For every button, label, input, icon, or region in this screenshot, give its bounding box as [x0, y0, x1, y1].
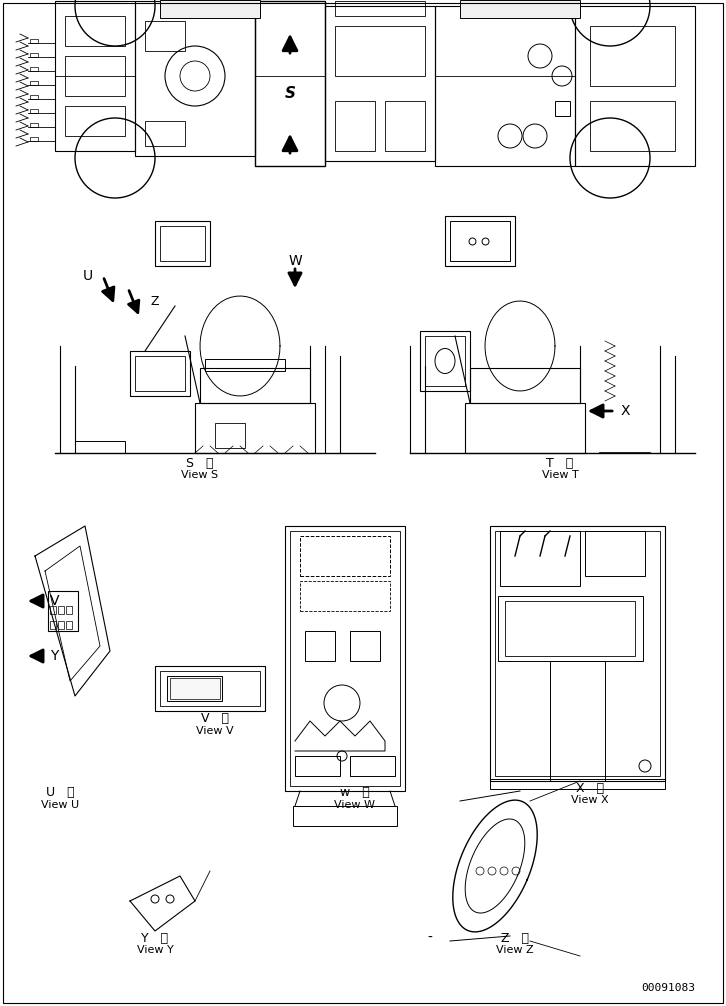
- Bar: [575, 6, 695, 166]
- Bar: [135, 356, 185, 391]
- Text: View T: View T: [542, 470, 579, 480]
- Bar: [195, 403, 315, 453]
- Bar: [155, 666, 265, 711]
- Bar: [290, 531, 400, 786]
- Bar: [30, 123, 38, 127]
- Bar: [200, 368, 310, 403]
- Bar: [500, 531, 580, 586]
- Bar: [425, 336, 465, 386]
- Bar: [55, 1, 135, 151]
- Text: T   視: T 視: [547, 457, 574, 470]
- Text: View Z: View Z: [496, 945, 534, 955]
- Bar: [75, 441, 125, 453]
- Bar: [65, 16, 125, 46]
- Bar: [285, 526, 405, 791]
- Text: Z   視: Z 視: [501, 932, 529, 945]
- Text: U: U: [83, 269, 93, 283]
- Bar: [505, 601, 635, 656]
- Text: View Y: View Y: [136, 945, 174, 955]
- Text: View V: View V: [196, 726, 234, 736]
- Bar: [590, 101, 675, 151]
- Bar: [335, 101, 375, 151]
- Bar: [460, 0, 580, 18]
- Bar: [350, 756, 395, 776]
- Bar: [300, 536, 390, 576]
- Text: S: S: [285, 86, 295, 101]
- Bar: [65, 106, 125, 136]
- Text: V   視: V 視: [201, 712, 229, 725]
- Bar: [160, 0, 260, 18]
- Text: View W: View W: [335, 800, 375, 810]
- Text: 00091083: 00091083: [641, 983, 695, 993]
- Text: Z: Z: [151, 295, 159, 308]
- Bar: [450, 221, 510, 261]
- Bar: [160, 671, 260, 706]
- Bar: [305, 631, 335, 661]
- Bar: [300, 581, 390, 611]
- Text: S   視: S 視: [187, 457, 213, 470]
- Bar: [590, 26, 675, 86]
- Bar: [205, 359, 285, 371]
- Bar: [585, 531, 645, 576]
- Bar: [445, 216, 515, 266]
- Bar: [325, 6, 435, 161]
- Bar: [30, 137, 38, 141]
- Bar: [293, 806, 397, 826]
- Text: V: V: [50, 594, 60, 608]
- Bar: [170, 678, 220, 699]
- Bar: [167, 676, 222, 701]
- Bar: [498, 596, 643, 661]
- Bar: [48, 591, 78, 631]
- Bar: [160, 226, 205, 261]
- Bar: [215, 423, 245, 448]
- Bar: [30, 81, 38, 85]
- Bar: [155, 221, 210, 266]
- Text: X: X: [620, 404, 629, 418]
- Bar: [435, 6, 575, 166]
- Bar: [30, 109, 38, 113]
- Bar: [30, 53, 38, 57]
- Bar: [50, 606, 56, 614]
- Bar: [58, 621, 64, 629]
- Bar: [555, 101, 570, 116]
- Bar: [135, 1, 255, 156]
- Text: View S: View S: [182, 470, 219, 480]
- Bar: [255, 1, 325, 166]
- Text: w   視: w 視: [340, 787, 370, 800]
- Text: View X: View X: [571, 795, 609, 805]
- Text: View U: View U: [41, 800, 79, 810]
- Bar: [50, 621, 56, 629]
- Text: -: -: [428, 931, 433, 945]
- Text: U   視: U 視: [46, 787, 74, 800]
- Bar: [66, 621, 72, 629]
- Bar: [490, 779, 665, 789]
- Bar: [490, 526, 665, 781]
- Bar: [30, 39, 38, 43]
- Bar: [295, 756, 340, 776]
- Bar: [550, 661, 605, 781]
- Bar: [130, 351, 190, 396]
- Text: X   視: X 視: [576, 782, 604, 795]
- Bar: [30, 95, 38, 99]
- Bar: [65, 56, 125, 96]
- Bar: [470, 368, 580, 403]
- Bar: [465, 403, 585, 453]
- Bar: [66, 606, 72, 614]
- Bar: [30, 67, 38, 71]
- Bar: [145, 21, 185, 51]
- Bar: [335, 26, 425, 76]
- Bar: [145, 121, 185, 146]
- Text: Y: Y: [50, 649, 58, 663]
- Bar: [335, 1, 425, 16]
- Bar: [495, 531, 660, 776]
- Bar: [350, 631, 380, 661]
- Bar: [385, 101, 425, 151]
- Text: W: W: [288, 254, 302, 268]
- Text: Y   視: Y 視: [142, 932, 168, 945]
- Bar: [420, 331, 470, 391]
- Bar: [58, 606, 64, 614]
